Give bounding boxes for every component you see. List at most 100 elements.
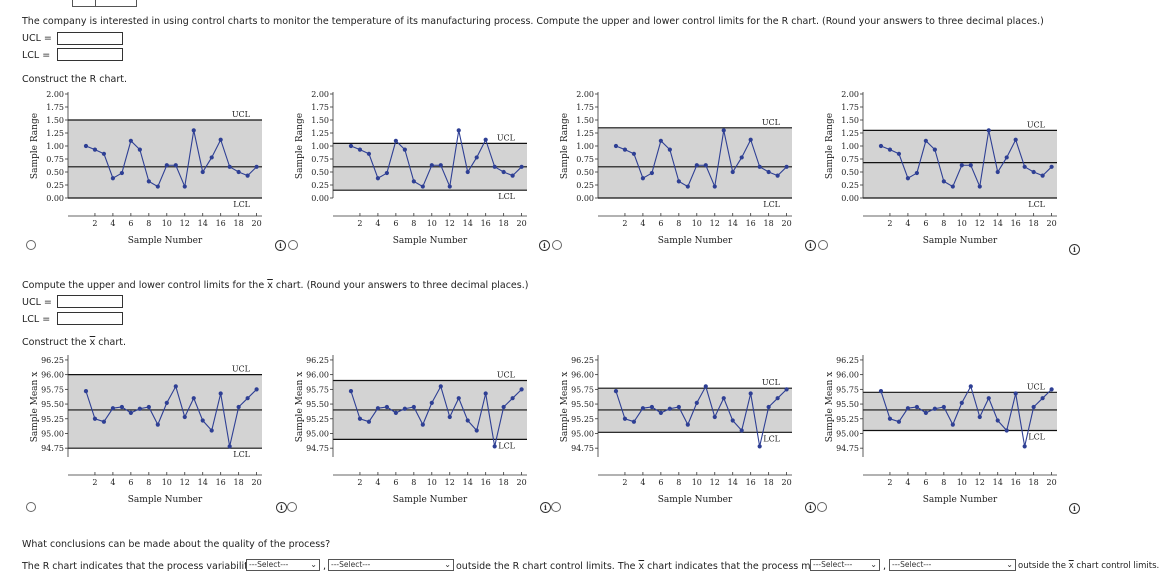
- ucl-label: UCL: [497, 371, 516, 380]
- xbar-chart-radio-1[interactable]: [26, 502, 36, 512]
- xbar-chart-info-icon-3[interactable]: i: [805, 502, 816, 513]
- data-point: [519, 387, 524, 392]
- y-axis-label: Sample Mean x: [560, 372, 570, 443]
- x-tick-label: 8: [411, 219, 416, 228]
- data-point: [119, 170, 124, 176]
- data-point: [766, 169, 771, 175]
- x-tick-label: 12: [180, 219, 190, 228]
- r-chart-radio-2[interactable]: [288, 240, 298, 250]
- data-point: [1031, 169, 1036, 175]
- r-lcl-input[interactable]: [57, 48, 123, 61]
- x-tick-label: 10: [692, 219, 702, 228]
- y-tick-label: 1.75: [46, 103, 64, 112]
- data-point: [146, 179, 151, 184]
- data-point: [429, 400, 434, 405]
- y-tick-label: 1.75: [841, 103, 859, 112]
- data-point: [631, 151, 637, 156]
- data-point: [101, 419, 107, 424]
- data-point: [465, 418, 470, 423]
- lcl-label: LCL: [763, 434, 780, 443]
- data-point: [1004, 155, 1009, 160]
- r-ucl-input[interactable]: [57, 32, 123, 45]
- x-tick-label: 16: [481, 219, 491, 228]
- x-tick-label: 4: [640, 478, 645, 487]
- r-chart-radio-1[interactable]: [26, 240, 36, 250]
- data-point: [128, 138, 133, 143]
- xbar-mean-select[interactable]: ---Select--- ⌄: [810, 559, 880, 571]
- xbar-chart-info-icon-1[interactable]: i: [276, 502, 287, 513]
- xbar-chart-info-icon-4[interactable]: i: [1069, 503, 1080, 514]
- chevron-down-icon: ⌄: [444, 560, 451, 569]
- xbar-lcl-input[interactable]: [57, 312, 123, 325]
- y-axis-label: Sample Mean x: [295, 372, 305, 443]
- y-tick-label: 0.25: [576, 181, 594, 190]
- data-point: [438, 163, 443, 168]
- data-point: [411, 179, 416, 184]
- r-ucl-label: UCL =: [22, 33, 52, 44]
- xbar-symbol: x: [267, 280, 273, 291]
- r-chart-info-icon-4[interactable]: i: [1069, 244, 1080, 255]
- data-point: [685, 422, 690, 427]
- y-tick-label: 95.75: [571, 385, 594, 394]
- y-tick-label: 96.00: [306, 371, 329, 380]
- x-tick-label: 18: [234, 478, 244, 487]
- data-point: [613, 143, 619, 149]
- y-tick-label: 94.75: [306, 444, 329, 453]
- y-tick-label: 94.75: [571, 444, 594, 453]
- r-points-select[interactable]: ---Select--- ⌄: [328, 559, 454, 571]
- x-tick-label: 16: [746, 478, 756, 487]
- x-tick-label: 20: [517, 478, 527, 487]
- data-point: [757, 444, 762, 449]
- xbar-chart-radio-3[interactable]: [551, 502, 561, 512]
- r-chart-info-icon-3[interactable]: i: [805, 240, 816, 251]
- data-point: [995, 169, 1000, 175]
- comma-separator: ,: [883, 561, 887, 572]
- control-band: [68, 120, 262, 198]
- x-tick-label: 18: [764, 219, 774, 228]
- r-chart-radio-3[interactable]: [552, 240, 562, 250]
- x-tick-label: 10: [957, 219, 967, 228]
- data-point: [748, 391, 753, 396]
- r-chart-info-icon-1[interactable]: i: [275, 240, 286, 251]
- r-chart-radio-4[interactable]: [818, 240, 828, 250]
- top-edge-box: [95, 0, 137, 7]
- x-tick-label: 4: [110, 219, 115, 228]
- r-variability-select[interactable]: ---Select--- ⌄: [246, 559, 320, 571]
- data-point: [667, 406, 672, 411]
- x-tick-label: 18: [499, 478, 509, 487]
- data-point: [447, 414, 452, 420]
- data-point: [465, 169, 470, 175]
- data-point: [155, 422, 160, 427]
- x-tick-label: 20: [252, 478, 262, 487]
- y-tick-label: 95.25: [306, 415, 329, 424]
- data-point: [137, 147, 142, 152]
- y-axis-label: Sample Range: [560, 113, 570, 179]
- data-point: [492, 164, 497, 169]
- y-tick-label: 2.00: [46, 90, 64, 99]
- y-tick-label: 95.50: [571, 400, 594, 409]
- top-edge-box: [72, 0, 96, 7]
- data-point: [1031, 404, 1036, 410]
- data-point: [950, 184, 955, 189]
- y-tick-label: 0.00: [46, 194, 64, 203]
- xbar-chart-radio-2[interactable]: [287, 502, 297, 512]
- y-tick-label: 95.75: [41, 385, 64, 394]
- xbar-ucl-input[interactable]: [57, 295, 123, 308]
- data-point: [631, 419, 637, 424]
- xbar-construct-pre: Construct the: [22, 337, 90, 348]
- data-point: [721, 396, 726, 401]
- data-point: [420, 184, 425, 189]
- conclusion-part4: outside the x chart control limits.: [1018, 561, 1159, 571]
- x-tick-label: 4: [905, 219, 910, 228]
- xbar-chart-radio-4[interactable]: [817, 502, 827, 512]
- x-tick-label: 10: [162, 478, 172, 487]
- xbar-chart-info-icon-2[interactable]: i: [540, 502, 551, 513]
- data-point: [878, 389, 884, 394]
- data-point: [932, 147, 937, 152]
- data-point: [83, 389, 89, 394]
- r-chart-info-icon-2[interactable]: i: [539, 240, 550, 251]
- x-tick-label: 6: [658, 219, 663, 228]
- y-tick-label: 1.00: [46, 142, 64, 151]
- xbar-points-select[interactable]: ---Select--- ⌄: [889, 559, 1016, 571]
- data-point: [218, 137, 223, 142]
